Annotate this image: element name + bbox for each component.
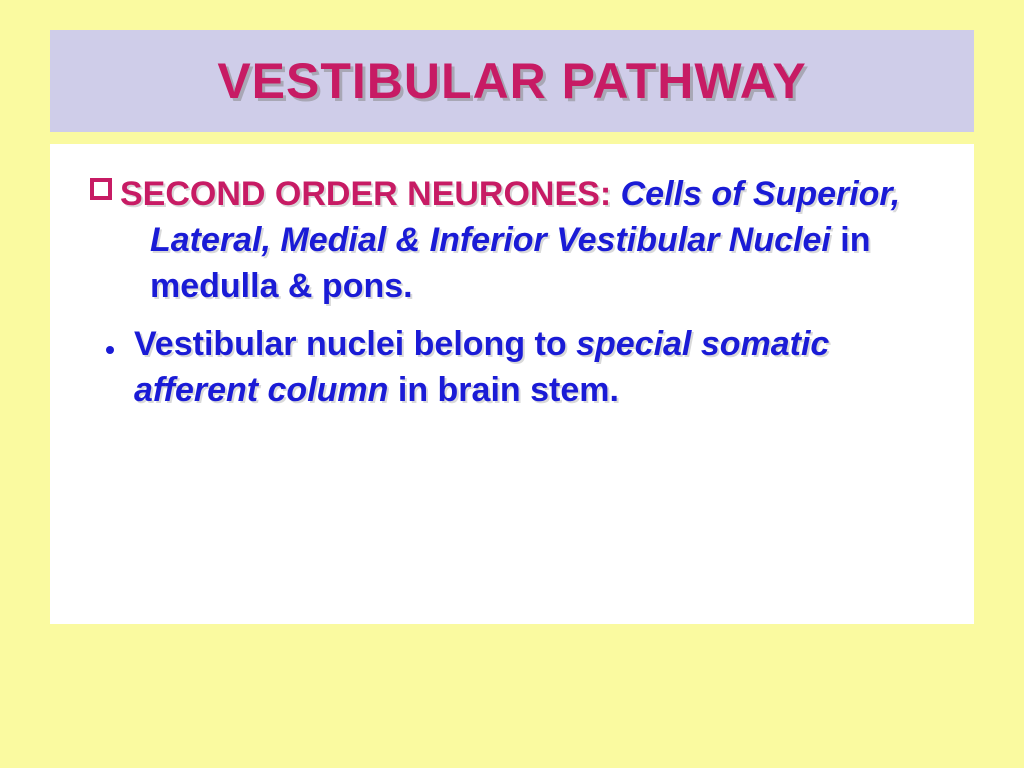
bullet-2-text: Vestibular nuclei belong to special soma… <box>134 322 934 414</box>
square-bullet-icon <box>90 178 112 205</box>
content-box: SECOND ORDER NEURONES: Cells of Superior… <box>50 144 974 624</box>
bullet-item-2: Vestibular nuclei belong to special soma… <box>90 322 934 414</box>
bullet-2-tail: in brain stem. <box>388 371 619 409</box>
bullet-item-1: SECOND ORDER NEURONES: Cells of Superior… <box>90 172 934 310</box>
bullet-1-heading: SECOND ORDER NEURONES: <box>120 175 611 213</box>
bullet-2-lead: Vestibular nuclei belong to <box>134 325 576 363</box>
title-bar: VESTIBULAR PATHWAY <box>50 30 974 132</box>
slide-title: VESTIBULAR PATHWAY <box>60 52 964 110</box>
dot-bullet-icon <box>90 328 126 359</box>
bullet-1-text: SECOND ORDER NEURONES: Cells of Superior… <box>120 172 934 310</box>
